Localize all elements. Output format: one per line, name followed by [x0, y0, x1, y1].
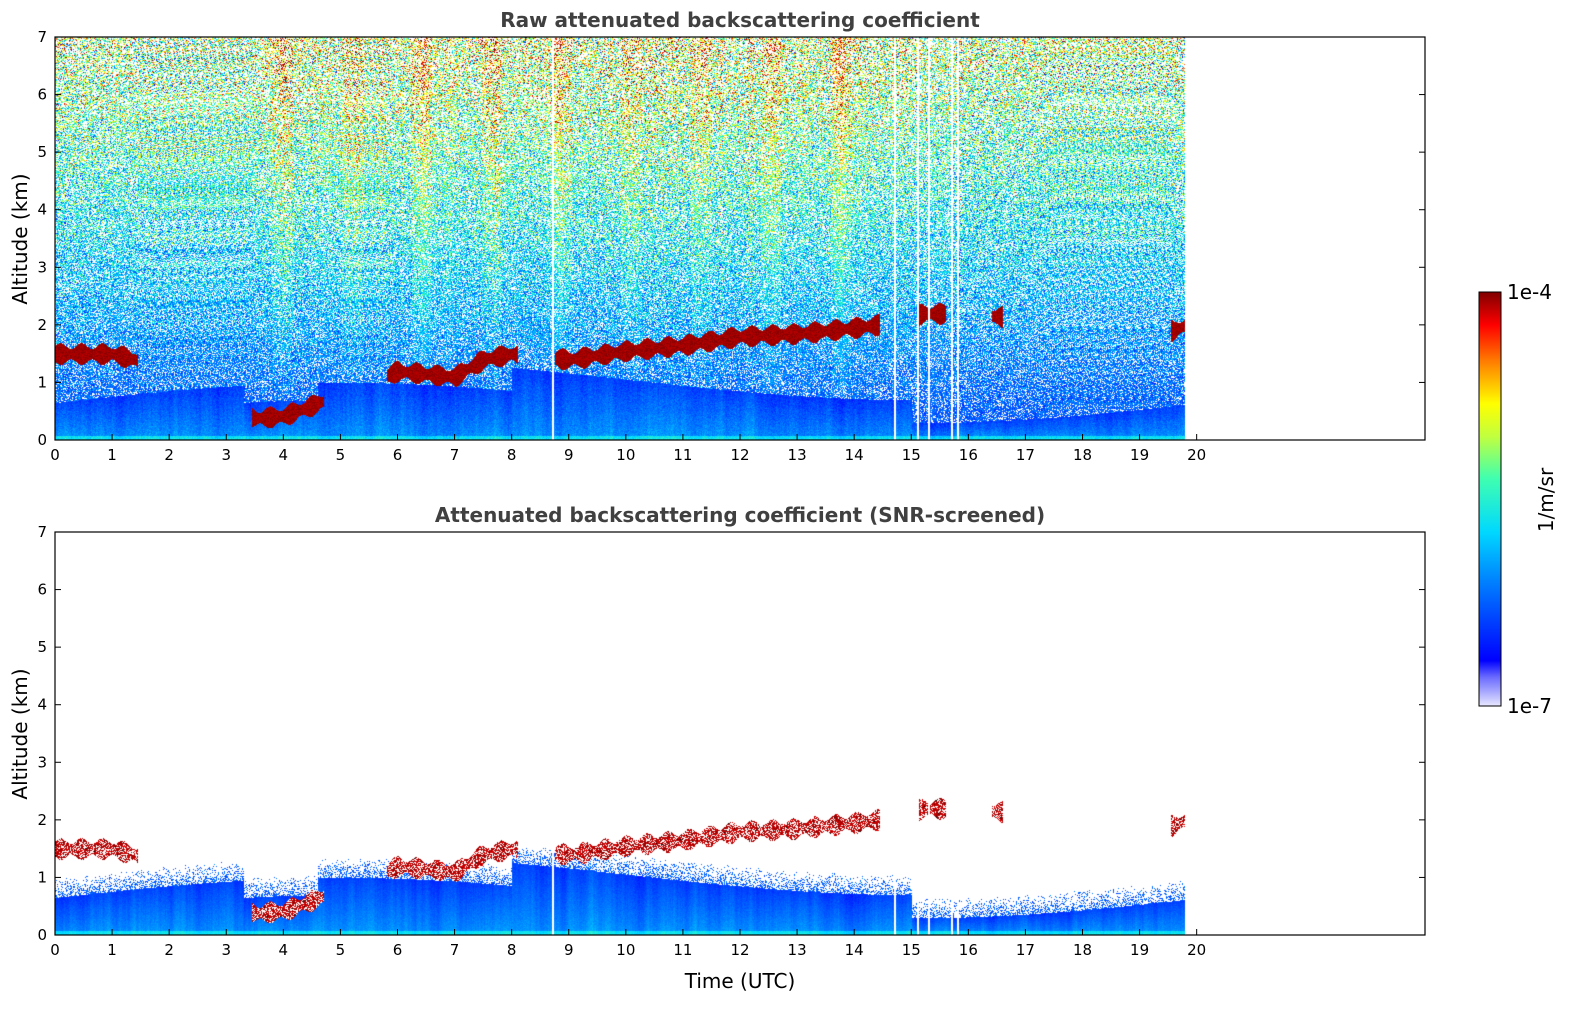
x-tick-label: 12 — [730, 446, 749, 464]
y-tick-label: 3 — [37, 258, 47, 276]
y-tick-label: 7 — [37, 523, 47, 541]
x-tick-label: 8 — [507, 446, 517, 464]
x-tick-label: 11 — [673, 446, 692, 464]
x-tick-label: 13 — [788, 941, 807, 959]
x-tick-label: 18 — [1073, 941, 1092, 959]
x-tick-label: 8 — [507, 941, 517, 959]
panel-raw-heatmap — [55, 37, 1425, 440]
x-tick-label: 19 — [1130, 446, 1149, 464]
y-tick-label: 6 — [37, 86, 47, 104]
panel-raw: Raw attenuated backscattering coefficien… — [8, 8, 1426, 464]
y-tick-label: 2 — [37, 811, 47, 829]
panel-raw-title: Raw attenuated backscattering coefficien… — [500, 8, 980, 32]
y-tick-label: 0 — [37, 431, 47, 449]
x-tick-label: 10 — [616, 446, 635, 464]
y-tick-label: 7 — [37, 28, 47, 46]
y-tick-label: 2 — [37, 316, 47, 334]
x-tick-label: 16 — [959, 446, 978, 464]
x-tick-label: 15 — [902, 941, 921, 959]
y-tick-label: 3 — [37, 753, 47, 771]
x-tick-label: 15 — [902, 446, 921, 464]
x-tick-label: 1 — [107, 446, 117, 464]
x-tick-label: 2 — [164, 446, 174, 464]
x-tick-label: 14 — [845, 941, 864, 959]
panel-screened-title: Attenuated backscattering coefficient (S… — [435, 503, 1045, 527]
colorbar: 1e-4 1e-7 1/m/sr — [1478, 280, 1558, 718]
panel-screened-heatmap — [55, 532, 1425, 935]
panel-screened-xlabel: Time (UTC) — [684, 969, 796, 993]
x-tick-label: 7 — [450, 446, 460, 464]
colorbar-unit-label: 1/m/sr — [1534, 467, 1558, 532]
x-tick-label: 7 — [450, 941, 460, 959]
x-tick-label: 12 — [730, 941, 749, 959]
x-tick-label: 9 — [564, 446, 574, 464]
x-tick-label: 5 — [336, 446, 346, 464]
x-tick-label: 2 — [164, 941, 174, 959]
x-tick-label: 13 — [788, 446, 807, 464]
y-tick-label: 4 — [37, 201, 47, 219]
y-tick-label: 1 — [37, 373, 47, 391]
colorbar-gradient — [1479, 292, 1501, 706]
colorbar-min-label: 1e-7 — [1507, 694, 1552, 718]
x-tick-label: 1 — [107, 941, 117, 959]
x-tick-label: 3 — [221, 941, 231, 959]
x-tick-label: 18 — [1073, 446, 1092, 464]
x-tick-label: 19 — [1130, 941, 1149, 959]
y-tick-label: 0 — [37, 926, 47, 944]
y-tick-label: 4 — [37, 696, 47, 714]
x-tick-label: 16 — [959, 941, 978, 959]
colorbar-max-label: 1e-4 — [1507, 280, 1552, 304]
y-tick-label: 1 — [37, 868, 47, 886]
x-tick-label: 14 — [845, 446, 864, 464]
x-tick-label: 6 — [393, 446, 403, 464]
panel-raw-ylabel: Altitude (km) — [8, 173, 32, 304]
y-tick-label: 5 — [37, 638, 47, 656]
x-tick-label: 20 — [1187, 941, 1206, 959]
x-tick-label: 0 — [50, 941, 60, 959]
x-tick-label: 0 — [50, 446, 60, 464]
x-tick-label: 4 — [279, 941, 289, 959]
x-tick-label: 4 — [279, 446, 289, 464]
panel-screened: Attenuated backscattering coefficient (S… — [8, 503, 1426, 993]
x-tick-label: 17 — [1016, 941, 1035, 959]
panel-screened-ylabel: Altitude (km) — [8, 668, 32, 799]
x-tick-label: 10 — [616, 941, 635, 959]
x-tick-label: 9 — [564, 941, 574, 959]
colorbar-frame — [1478, 291, 1502, 707]
x-tick-label: 11 — [673, 941, 692, 959]
y-tick-label: 5 — [37, 143, 47, 161]
x-tick-label: 20 — [1187, 446, 1206, 464]
x-tick-label: 17 — [1016, 446, 1035, 464]
x-tick-label: 5 — [336, 941, 346, 959]
y-tick-label: 6 — [37, 581, 47, 599]
x-tick-label: 6 — [393, 941, 403, 959]
x-tick-label: 3 — [221, 446, 231, 464]
